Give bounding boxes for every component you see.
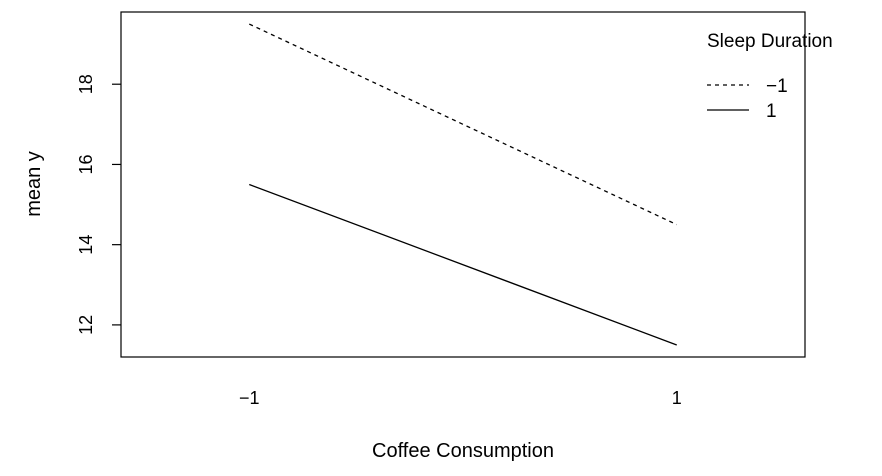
y-tick-label-18: 18 bbox=[76, 74, 96, 94]
plot-frame bbox=[120, 11, 806, 358]
x-tick-label-0: −1 bbox=[239, 388, 260, 408]
legend-label-1: 1 bbox=[766, 101, 777, 122]
series-line-1 bbox=[249, 183, 677, 346]
x-tick-label-1: 1 bbox=[672, 388, 682, 408]
legend-label-0: −1 bbox=[766, 76, 788, 97]
y-axis-label: mean y bbox=[23, 151, 45, 217]
series-layer bbox=[248, 23, 678, 346]
x-axis-label: Coffee Consumption bbox=[372, 440, 554, 462]
y-axis: 12 14 16 18 bbox=[76, 74, 121, 335]
series-line-0 bbox=[248, 23, 678, 226]
y-tick-label-14: 14 bbox=[76, 235, 96, 255]
legend-title: Sleep Duration bbox=[707, 31, 833, 52]
y-tick-label-12: 12 bbox=[76, 315, 96, 335]
legend: Sleep Duration −1 1 bbox=[707, 31, 833, 122]
y-tick-label-16: 16 bbox=[76, 154, 96, 174]
x-axis: −1 1 bbox=[239, 388, 682, 408]
